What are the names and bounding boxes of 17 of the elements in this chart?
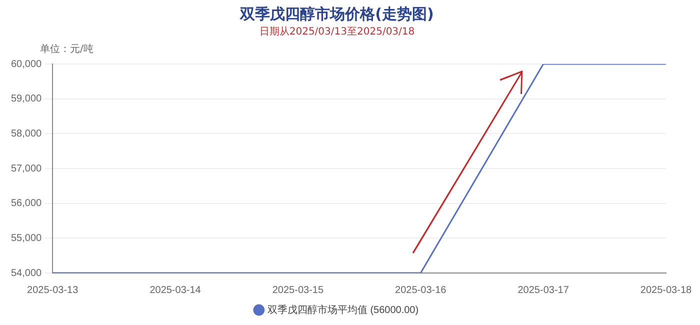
legend-label: 双季戊四醇市场平均值 (56000.00) — [267, 304, 419, 316]
chart-title: 双季戊四醇市场价格(走势图) — [239, 4, 434, 23]
chart-subtitle: 日期从2025/03/13至2025/03/18 — [259, 26, 415, 38]
y-tick-label: 57,000 — [10, 163, 42, 174]
y-axis-title: 单位：元/吨 — [40, 42, 94, 56]
x-tick-label: 2025-03-14 — [150, 284, 202, 296]
y-tick-label: 60,000 — [10, 58, 42, 70]
x-tick-label: 2025-03-15 — [272, 284, 324, 296]
x-tick-label: 2025-03-13 — [27, 284, 79, 296]
y-tick-label: 54,000 — [10, 268, 42, 279]
x-tick-label: 2025-03-16 — [395, 284, 447, 296]
x-tick-label: 2025-03-18 — [640, 284, 692, 296]
y-tick-label: 55,000 — [10, 232, 42, 244]
y-tick-label: 59,000 — [10, 94, 42, 105]
x-tick-label: 2025-03-17 — [518, 284, 570, 296]
y-tick-label: 56,000 — [10, 198, 42, 210]
y-tick-label: 58,000 — [10, 128, 42, 140]
